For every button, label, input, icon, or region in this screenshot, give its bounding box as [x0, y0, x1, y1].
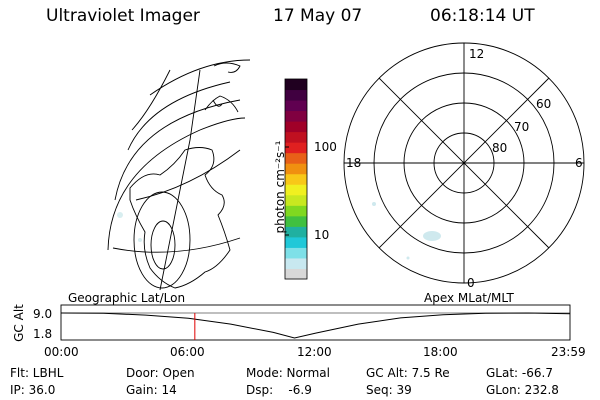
polar-plot [343, 42, 585, 284]
colorbar-band [285, 163, 307, 175]
xtick-1200: 12:00 [297, 345, 332, 359]
color-bar-frame [284, 78, 308, 280]
colorbar-band [285, 131, 307, 143]
info-glon: GLon: 232.8 [486, 383, 559, 397]
colorbar-band [285, 110, 307, 122]
xtick-2359: 23:59 [551, 345, 586, 359]
polar-emission [372, 202, 441, 260]
timeline-ytick-top: 9.0 [33, 307, 53, 321]
info-seq: Seq: 39 [366, 383, 412, 397]
info-flt: Flt: LBHL [10, 366, 64, 380]
mlt-label-12: 12 [469, 47, 485, 61]
gc-alt-line [60, 312, 571, 339]
colorbar-band [285, 152, 307, 164]
mlt-label-6: 6 [575, 156, 583, 170]
xtick-0600: 06:00 [170, 345, 205, 359]
colorbar-band [285, 215, 307, 227]
mlat-label-70: 70 [514, 120, 530, 134]
timeline-frame [60, 304, 571, 341]
colorbar-band [285, 79, 307, 91]
timeline-left-title: Geographic Lat/Lon [68, 291, 186, 305]
info-dsp: Dsp: -6.9 [246, 383, 312, 397]
colorbar-label-10: 10 [314, 228, 330, 242]
colorbar-band [285, 89, 307, 101]
instrument-title: Ultraviolet Imager [46, 6, 200, 26]
colorbar-band [285, 205, 307, 217]
mlt-label-18: 18 [346, 156, 362, 170]
colorbar-band [285, 142, 307, 154]
colorbar-band [285, 257, 307, 269]
xtick-1800: 18:00 [423, 345, 458, 359]
timeline-right-title: Apex MLat/MLT [424, 291, 514, 305]
colorbar-band [285, 268, 307, 280]
colorbar-band [285, 184, 307, 196]
colorbar-band [285, 173, 307, 185]
info-gain: Gain: 14 [126, 383, 177, 397]
colorbar-band [285, 121, 307, 133]
info-door: Door: Open [126, 366, 195, 380]
colorbar-band [285, 100, 307, 112]
info-mode: Mode: Normal [246, 366, 330, 380]
timeline-ylabel: GC Alt [12, 304, 26, 342]
colorbar-label-100: 100 [314, 140, 337, 154]
colorbar-band [285, 236, 307, 248]
time-label: 06:18:14 UT [430, 6, 535, 26]
date-label: 17 May 07 [273, 6, 363, 26]
mlt-label-0: 0 [467, 276, 475, 290]
info-glat: GLat: -66.7 [486, 366, 553, 380]
colorbar-band [285, 247, 307, 259]
map-faint-emission [117, 212, 142, 242]
geographic-map [107, 59, 251, 291]
colorbar-band [285, 194, 307, 206]
info-gc-alt: GC Alt: 7.5 Re [366, 366, 450, 380]
timeline-ytick-bottom: 1.8 [33, 327, 53, 341]
mlat-label-80: 80 [492, 141, 508, 155]
info-ip: IP: 36.0 [10, 383, 56, 397]
colorbar-band [285, 226, 307, 238]
color-bar [285, 79, 307, 280]
colorbar-unit-label: photon cm⁻²s⁻¹ [273, 140, 287, 234]
timeline-plot [60, 304, 571, 341]
mlat-label-60: 60 [536, 97, 552, 111]
xtick-0000: 00:00 [44, 345, 79, 359]
